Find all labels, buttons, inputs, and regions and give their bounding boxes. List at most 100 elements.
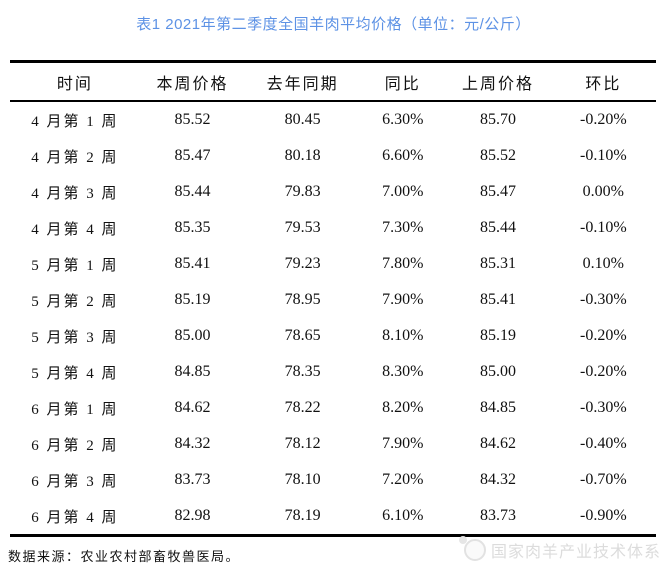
table-bottom-border xyxy=(10,534,656,537)
last-week-price-cell: 85.41 xyxy=(480,291,517,308)
table-row: 5 月第 4 周 84.85 78.35 8.30% 85.00 -0.20% xyxy=(10,354,656,390)
this-week-price-cell: 84.32 xyxy=(174,435,211,452)
time-cell: 6 月第 2 周 xyxy=(31,437,119,454)
last-week-price-cell: 85.47 xyxy=(480,183,517,200)
last-week-price-cell: 85.52 xyxy=(480,147,517,164)
wow-cell: -0.40% xyxy=(580,435,627,452)
wow-cell: -0.70% xyxy=(580,471,627,488)
yoy-cell: 7.20% xyxy=(382,471,424,488)
sheep-logo-icon xyxy=(458,536,486,561)
wow-cell: -0.20% xyxy=(580,111,627,128)
last-year-price-cell: 78.22 xyxy=(284,399,321,416)
wow-cell: 0.00% xyxy=(582,183,624,200)
table-header-row: 时间 本周价格 去年同期 同比 上周价格 环比 xyxy=(10,63,656,100)
time-cell: 6 月第 4 周 xyxy=(31,509,119,526)
yoy-cell: 6.30% xyxy=(382,111,424,128)
table-row: 6 月第 2 周 84.32 78.12 7.90% 84.62 -0.40% xyxy=(10,426,656,462)
time-cell: 5 月第 1 周 xyxy=(31,257,119,274)
time-cell: 4 月第 1 周 xyxy=(31,113,119,130)
time-cell: 6 月第 3 周 xyxy=(31,473,119,490)
wow-cell: -0.10% xyxy=(580,147,627,164)
data-source-note: 数据来源：农业农村部畜牧兽医局。 xyxy=(8,549,241,564)
last-week-price-cell: 84.85 xyxy=(480,399,517,416)
time-cell: 4 月第 2 周 xyxy=(31,149,119,166)
column-header-wow: 环比 xyxy=(585,75,622,93)
column-header-last-week-price: 上周价格 xyxy=(462,75,535,93)
this-week-price-cell: 84.62 xyxy=(174,399,211,416)
table-top-border xyxy=(10,60,656,63)
yoy-cell: 8.20% xyxy=(382,399,424,416)
last-year-price-cell: 79.53 xyxy=(284,219,321,236)
table-row: 5 月第 2 周 85.19 78.95 7.90% 85.41 -0.30% xyxy=(10,282,656,318)
last-week-price-cell: 84.62 xyxy=(480,435,517,452)
yoy-cell: 8.30% xyxy=(382,363,424,380)
wow-cell: 0.10% xyxy=(582,255,624,272)
this-week-price-cell: 82.98 xyxy=(174,507,211,524)
time-cell: 5 月第 4 周 xyxy=(31,365,119,382)
last-week-price-cell: 83.73 xyxy=(480,507,517,524)
yoy-cell: 6.10% xyxy=(382,507,424,524)
this-week-price-cell: 84.85 xyxy=(174,363,211,380)
last-week-price-cell: 85.70 xyxy=(480,111,517,128)
time-cell: 5 月第 3 周 xyxy=(31,329,119,346)
last-year-price-cell: 78.65 xyxy=(284,327,321,344)
last-year-price-cell: 78.19 xyxy=(284,507,321,524)
yoy-cell: 7.90% xyxy=(382,435,424,452)
last-year-price-cell: 78.95 xyxy=(284,291,321,308)
table-row: 4 月第 3 周 85.44 79.83 7.00% 85.47 0.00% xyxy=(10,174,656,210)
yoy-cell: 8.10% xyxy=(382,327,424,344)
last-year-price-cell: 79.23 xyxy=(284,255,321,272)
wow-cell: -0.30% xyxy=(580,399,627,416)
table-title: 表1 2021年第二季度全国羊肉平均价格（单位：元/公斤） xyxy=(136,16,531,33)
last-year-price-cell: 78.10 xyxy=(284,471,321,488)
wow-cell: -0.30% xyxy=(580,291,627,308)
time-cell: 4 月第 3 周 xyxy=(31,185,119,202)
this-week-price-cell: 85.00 xyxy=(174,327,211,344)
yoy-cell: 7.00% xyxy=(382,183,424,200)
this-week-price-cell: 85.52 xyxy=(174,111,211,128)
last-year-price-cell: 80.18 xyxy=(284,147,321,164)
last-week-price-cell: 85.00 xyxy=(480,363,517,380)
table-row: 6 月第 3 周 83.73 78.10 7.20% 84.32 -0.70% xyxy=(10,462,656,498)
wow-cell: -0.10% xyxy=(580,219,627,236)
yoy-cell: 6.60% xyxy=(382,147,424,164)
watermark-text: 国家肉羊产业技术体系 xyxy=(490,544,661,561)
watermark: 国家肉羊产业技术体系 xyxy=(458,536,661,562)
table-row: 6 月第 1 周 84.62 78.22 8.20% 84.85 -0.30% xyxy=(10,390,656,426)
wow-cell: -0.20% xyxy=(580,363,627,380)
header-divider xyxy=(10,100,656,102)
last-week-price-cell: 85.31 xyxy=(480,255,517,272)
last-year-price-cell: 78.35 xyxy=(284,363,321,380)
wow-cell: -0.20% xyxy=(580,327,627,344)
column-header-last-year-same-period: 去年同期 xyxy=(266,75,339,93)
last-week-price-cell: 85.19 xyxy=(480,327,517,344)
time-cell: 4 月第 4 周 xyxy=(31,221,119,238)
table-row: 5 月第 3 周 85.00 78.65 8.10% 85.19 -0.20% xyxy=(10,318,656,354)
table-row: 5 月第 1 周 85.41 79.23 7.80% 85.31 0.10% xyxy=(10,246,656,282)
this-week-price-cell: 83.73 xyxy=(174,471,211,488)
time-cell: 5 月第 2 周 xyxy=(31,293,119,310)
column-header-yoy: 同比 xyxy=(384,75,421,93)
last-year-price-cell: 80.45 xyxy=(284,111,321,128)
last-week-price-cell: 84.32 xyxy=(480,471,517,488)
this-week-price-cell: 85.35 xyxy=(174,219,211,236)
this-week-price-cell: 85.44 xyxy=(174,183,211,200)
table-row: 4 月第 2 周 85.47 80.18 6.60% 85.52 -0.10% xyxy=(10,138,656,174)
table-row: 4 月第 1 周 85.52 80.45 6.30% 85.70 -0.20% xyxy=(10,102,656,138)
yoy-cell: 7.80% xyxy=(382,255,424,272)
wow-cell: -0.90% xyxy=(580,507,627,524)
column-header-this-week-price: 本周价格 xyxy=(156,75,229,93)
last-year-price-cell: 79.83 xyxy=(284,183,321,200)
time-cell: 6 月第 1 周 xyxy=(31,401,119,418)
yoy-cell: 7.90% xyxy=(382,291,424,308)
column-header-time: 时间 xyxy=(56,75,93,93)
last-week-price-cell: 85.44 xyxy=(480,219,517,236)
footer: 数据来源：农业农村部畜牧兽医局。 国家肉羊产业技术体系 xyxy=(0,536,667,583)
table-row: 4 月第 4 周 85.35 79.53 7.30% 85.44 -0.10% xyxy=(10,210,656,246)
yoy-cell: 7.30% xyxy=(382,219,424,236)
this-week-price-cell: 85.19 xyxy=(174,291,211,308)
mutton-price-table: 时间 本周价格 去年同期 同比 上周价格 环比 4 月第 1 周 85.52 8… xyxy=(10,60,656,537)
this-week-price-cell: 85.41 xyxy=(174,255,211,272)
table-row: 6 月第 4 周 82.98 78.19 6.10% 83.73 -0.90% xyxy=(10,498,656,534)
